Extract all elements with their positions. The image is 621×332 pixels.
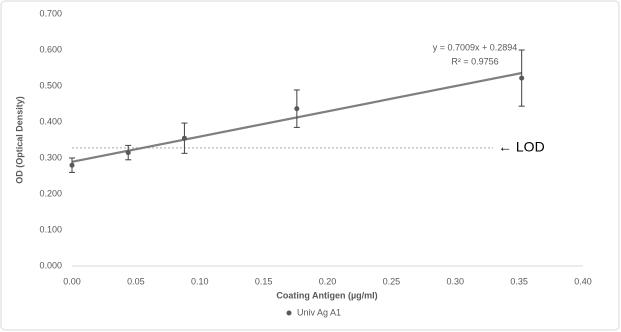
data-point	[69, 162, 75, 168]
x-tick-label: 0.25	[383, 276, 401, 286]
y-tick-label: 0.400	[39, 116, 62, 126]
x-tick-label: 0.20	[319, 276, 337, 286]
data-point	[125, 150, 131, 156]
x-tick-label: 0.35	[510, 276, 528, 286]
legend-marker	[286, 310, 292, 316]
legend-label: Univ Ag A1	[297, 307, 341, 317]
x-tick-label: 0.00	[63, 276, 81, 286]
y-tick-label: 0.600	[39, 44, 62, 54]
x-axis-title: Coating Antigen (µg/ml)	[276, 290, 377, 300]
y-tick-label: 0.700	[39, 8, 62, 18]
data-point	[294, 106, 300, 112]
y-tick-label: 0.100	[39, 224, 62, 234]
y-tick-label: 0.500	[39, 80, 62, 90]
x-tick-label: 0.05	[127, 276, 145, 286]
x-tick-label: 0.10	[191, 276, 209, 286]
y-tick-label: 0.300	[39, 152, 62, 162]
y-axis-title: OD (Optical Density)	[14, 96, 24, 184]
lod-label: ← LOD	[498, 139, 545, 155]
trendline-equation: y = 0.7009x + 0.2894	[433, 42, 518, 52]
data-point	[181, 135, 187, 141]
y-tick-label: 0.000	[39, 260, 62, 270]
y-tick-label: 0.200	[39, 188, 62, 198]
x-tick-label: 0.15	[255, 276, 273, 286]
x-tick-label: 0.30	[446, 276, 464, 286]
x-tick-label: 0.40	[574, 276, 592, 286]
trendline-r2: R² = 0.9756	[451, 56, 498, 66]
data-point	[519, 75, 525, 81]
